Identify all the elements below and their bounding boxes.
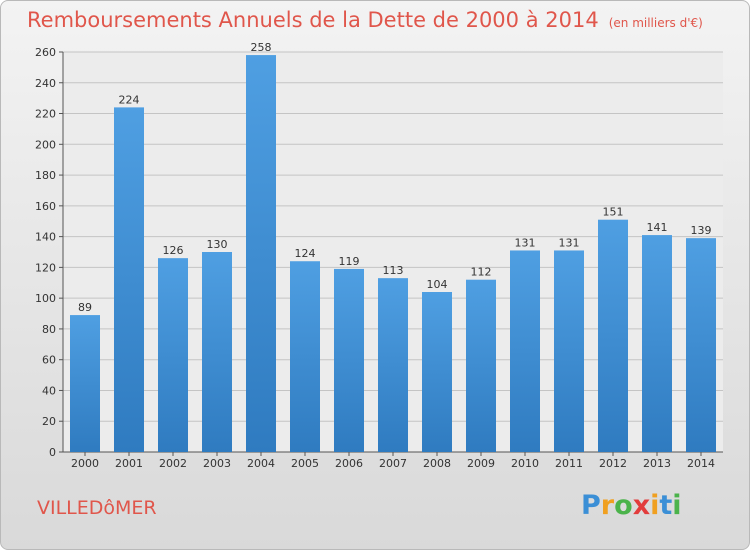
logo-letter: i: [672, 490, 682, 521]
chart-unit-label: (en milliers d'€): [608, 16, 703, 30]
y-tick-label: 220: [35, 108, 56, 121]
bar: [158, 258, 188, 452]
bar-value-label: 124: [295, 247, 316, 260]
y-tick-label: 60: [42, 354, 56, 367]
y-tick-label: 80: [42, 323, 56, 336]
bar-value-label: 141: [647, 221, 668, 234]
bar: [246, 55, 276, 452]
x-tick-label: 2004: [247, 457, 275, 470]
x-tick-label: 2009: [467, 457, 495, 470]
x-tick-label: 2011: [555, 457, 583, 470]
x-tick-label: 2006: [335, 457, 363, 470]
chart-title: Remboursements Annuels de la Dette de 20…: [27, 8, 703, 32]
bar: [510, 250, 540, 452]
bar: [686, 238, 716, 452]
y-tick-label: 20: [42, 415, 56, 428]
bar-value-label: 104: [427, 278, 448, 291]
logo-letter: o: [614, 490, 633, 521]
logo-letter: r: [600, 490, 615, 521]
bar: [378, 278, 408, 452]
y-tick-label: 0: [49, 446, 56, 459]
bar: [202, 252, 232, 452]
bar: [334, 268, 364, 452]
x-tick-label: 2007: [379, 457, 407, 470]
y-tick-label: 200: [35, 138, 56, 151]
town-name: VILLEDôMER: [37, 497, 157, 519]
x-tick-label: 2001: [115, 457, 143, 470]
bar: [554, 250, 584, 452]
proxiti-logo: Proxiti: [581, 490, 682, 521]
chart-title-text: Remboursements Annuels de la Dette de 20…: [27, 8, 599, 32]
x-tick-label: 2012: [599, 457, 627, 470]
logo-letter: t: [659, 490, 673, 521]
bar-value-label: 131: [559, 236, 580, 249]
bar-value-label: 151: [603, 206, 624, 219]
bar-value-label: 130: [207, 238, 228, 251]
x-tick-label: 2003: [203, 457, 231, 470]
x-tick-label: 2008: [423, 457, 451, 470]
bar-value-label: 139: [691, 224, 712, 237]
y-tick-label: 260: [35, 46, 56, 59]
x-tick-label: 2005: [291, 457, 319, 470]
bar: [642, 235, 672, 452]
bar-value-label: 113: [383, 264, 404, 277]
y-tick-label: 180: [35, 169, 56, 182]
bar-value-label: 131: [515, 236, 536, 249]
x-tick-label: 2013: [643, 457, 671, 470]
bar-value-label: 89: [78, 301, 92, 314]
y-tick-label: 120: [35, 261, 56, 274]
bar-value-label: 126: [163, 244, 184, 257]
y-tick-label: 100: [35, 292, 56, 305]
x-tick-label: 2000: [71, 457, 99, 470]
x-tick-label: 2010: [511, 457, 539, 470]
bar: [598, 219, 628, 452]
bar-value-label: 258: [251, 41, 272, 54]
y-tick-label: 40: [42, 384, 56, 397]
x-tick-label: 2002: [159, 457, 187, 470]
y-tick-label: 140: [35, 231, 56, 244]
bar: [70, 315, 100, 452]
bar: [422, 292, 452, 452]
bar-value-label: 119: [339, 255, 360, 268]
logo-letter: x: [632, 490, 651, 521]
x-tick-label: 2014: [687, 457, 715, 470]
logo-letter: i: [650, 490, 660, 521]
bar: [466, 279, 496, 452]
bar-value-label: 112: [471, 266, 492, 279]
bar: [290, 261, 320, 452]
y-tick-label: 240: [35, 77, 56, 90]
y-tick-label: 160: [35, 200, 56, 213]
logo-letter: P: [581, 490, 601, 521]
bar: [114, 107, 144, 452]
bar-value-label: 224: [119, 93, 140, 106]
